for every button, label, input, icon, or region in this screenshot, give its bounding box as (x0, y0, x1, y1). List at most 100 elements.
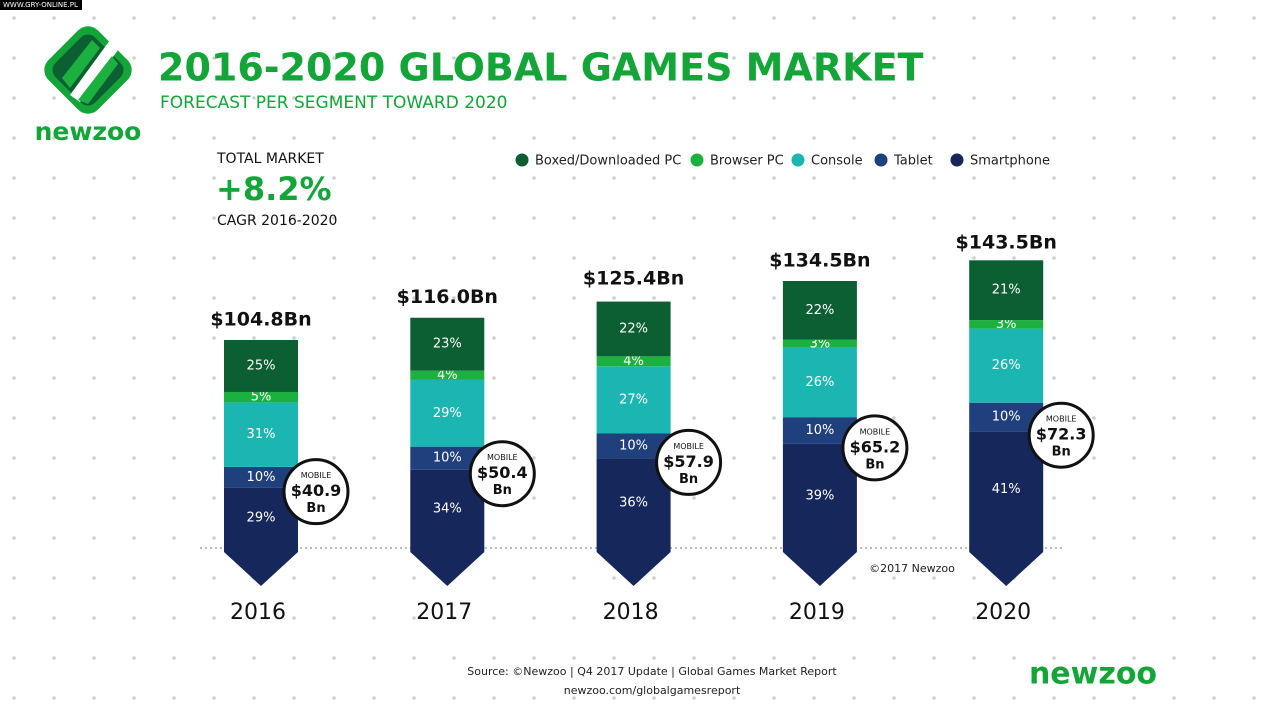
bar-segment (782, 281, 857, 340)
bar-arrow (596, 547, 671, 586)
segment-label: 10% (619, 438, 648, 453)
segment-label: 10% (992, 409, 1021, 424)
segment-label: 31% (247, 427, 276, 442)
category-label: 2018 (603, 600, 659, 625)
copyright: ©2017 Newzoo (869, 562, 955, 575)
mobile-bubble (468, 440, 536, 508)
bar-segment (596, 366, 671, 434)
summary-value: +8.2% (216, 170, 332, 208)
bar-segment (596, 301, 671, 357)
mobile-bubble (841, 414, 909, 482)
bar-segment (969, 260, 1044, 321)
segment-label: 34% (433, 501, 462, 516)
source-url: newzoo.com/globalgamesreport (564, 684, 741, 697)
brand-footer: newzoo (1029, 657, 1157, 692)
category-label: 2020 (975, 600, 1031, 625)
mobile-label: MOBILE (673, 442, 704, 451)
logo (44, 26, 132, 114)
bar-segment (410, 379, 485, 447)
segment-label: 10% (433, 451, 462, 466)
category-label: 2019 (789, 600, 845, 625)
legend-label: Browser PC (710, 154, 784, 169)
total-label: $104.8Bn (210, 308, 311, 330)
bar-segment (782, 347, 857, 418)
bar-segment (224, 391, 298, 403)
bar-arrow (782, 547, 857, 586)
mobile-unit: Bn (493, 483, 512, 498)
bar-segment (224, 466, 298, 488)
segment-label: 29% (433, 406, 462, 421)
bar-segment (969, 431, 1044, 548)
mobile-label: MOBILE (1046, 415, 1077, 424)
segment-label: 39% (805, 488, 834, 503)
segment-label: 5% (251, 390, 272, 405)
bar-segment (596, 356, 671, 367)
mobile-bubble (282, 458, 350, 526)
bar-arrow (969, 547, 1044, 586)
segment-label: 10% (247, 470, 276, 485)
bar-segment (224, 339, 298, 392)
segment-label: 27% (619, 392, 648, 407)
legend-marker (515, 153, 529, 167)
segment-label: 23% (433, 337, 462, 352)
mobile-unit: Bn (679, 472, 698, 487)
total-label: $116.0Bn (397, 286, 498, 308)
chart-subtitle: FORECAST PER SEGMENT TOWARD 2020 (160, 93, 507, 113)
bar-segment (224, 402, 298, 467)
segment-label: 10% (805, 423, 834, 438)
legend-label: Tablet (893, 154, 933, 169)
bar-segment (969, 328, 1044, 403)
legend-marker (874, 153, 888, 167)
watermark: WWW.GRY-ONLINE.PL (3, 1, 78, 9)
legend-marker (690, 153, 704, 167)
segment-label: 21% (992, 283, 1021, 298)
summary-note: CAGR 2016-2020 (217, 213, 337, 229)
mobile-value: $57.9 (663, 452, 714, 471)
legend-label: Boxed/Downloaded PC (535, 154, 681, 169)
segment-label: 25% (247, 358, 276, 373)
bar-segment (410, 446, 485, 470)
bar-arrow (410, 547, 485, 586)
bar-segment (410, 317, 485, 371)
bar-segment (782, 339, 857, 348)
bar-segment (410, 370, 485, 380)
bar-arrow (224, 547, 298, 586)
total-label: $125.4Bn (583, 268, 684, 290)
chart-title: 2016-2020 GLOBAL GAMES MARKET (158, 46, 924, 90)
segment-label: 3% (996, 317, 1017, 332)
legend-marker (950, 153, 964, 167)
mobile-bubble (655, 428, 723, 496)
segment-label: 22% (805, 303, 834, 318)
mobile-unit: Bn (306, 501, 325, 516)
segment-label: 29% (247, 510, 276, 525)
segment-label: 36% (619, 496, 648, 511)
mobile-unit: Bn (865, 457, 884, 472)
mobile-bubble (1027, 401, 1095, 469)
legend-label: Smartphone (970, 154, 1050, 169)
bar-segment (969, 320, 1044, 329)
mobile-label: MOBILE (487, 453, 518, 462)
legend-label: Console (811, 154, 863, 169)
mobile-label: MOBILE (860, 427, 891, 436)
category-label: 2016 (230, 600, 286, 625)
segment-label: 4% (623, 354, 644, 369)
segment-label: 26% (805, 375, 834, 390)
segment-label: 41% (992, 482, 1021, 497)
watermark-bg (0, 0, 82, 10)
segment-label: 3% (810, 336, 831, 351)
category-label: 2017 (416, 600, 472, 625)
mobile-value: $65.2 (850, 437, 901, 456)
brand: newzoo (35, 117, 142, 146)
mobile-label: MOBILE (301, 471, 332, 480)
mobile-unit: Bn (1052, 445, 1071, 460)
segment-label: 4% (437, 368, 458, 383)
mobile-value: $72.3 (1036, 425, 1087, 444)
segment-label: 26% (992, 358, 1021, 373)
summary-label: TOTAL MARKET (216, 151, 324, 167)
source: Source: ©Newzoo | Q4 2017 Update | Globa… (467, 665, 837, 678)
legend-marker (791, 153, 805, 167)
mobile-value: $40.9 (291, 481, 342, 500)
mobile-value: $50.4 (477, 463, 528, 482)
total-label: $143.5Bn (956, 232, 1057, 254)
